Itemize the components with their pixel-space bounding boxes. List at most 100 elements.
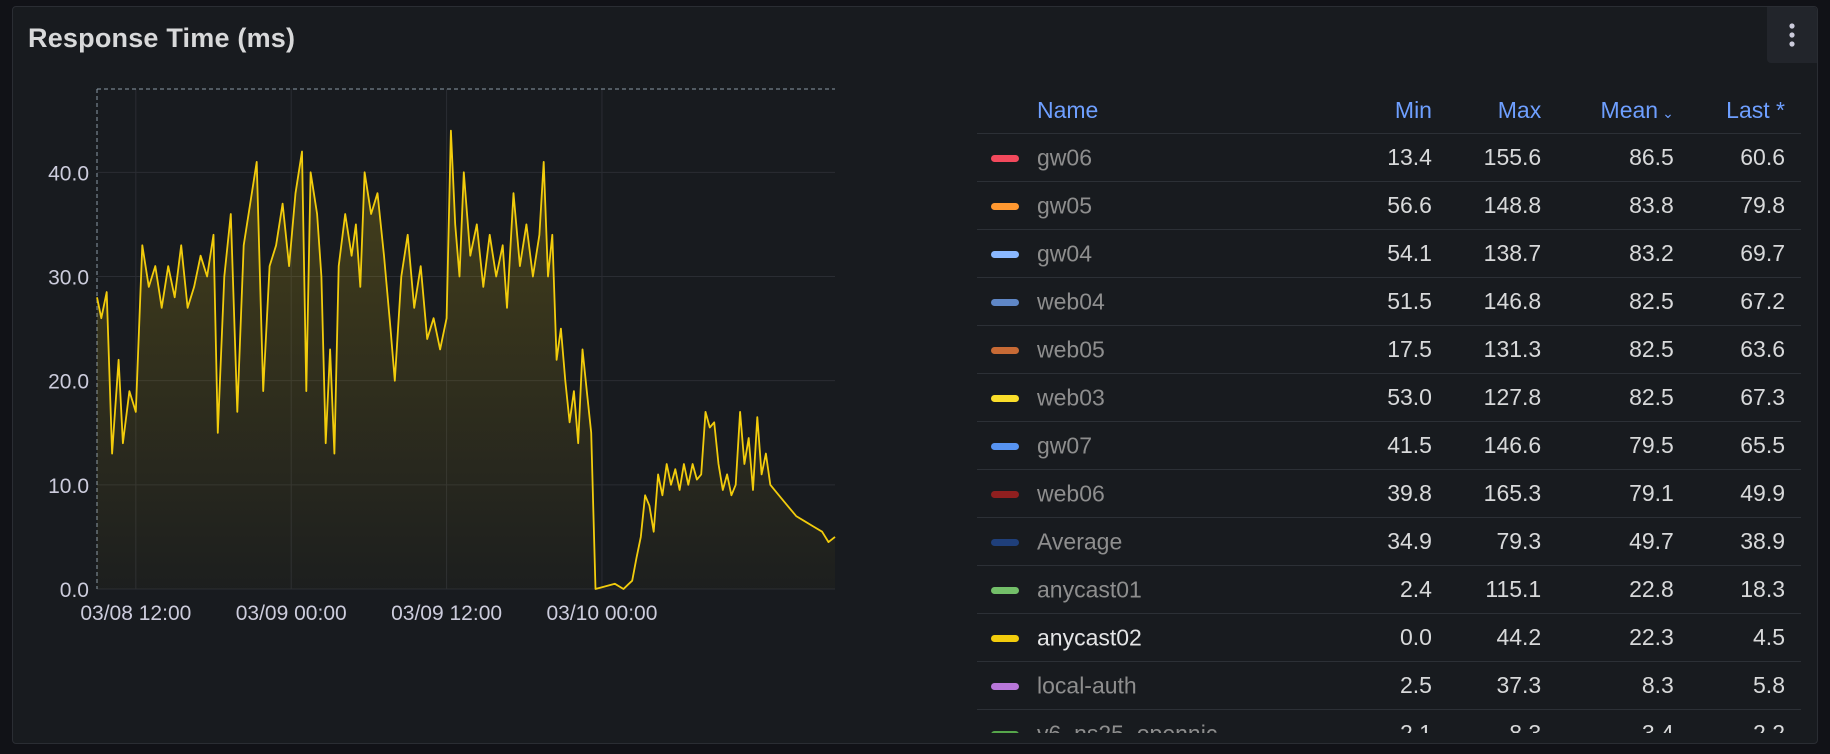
y-tick-label: 30.0 [48,267,89,290]
legend-row[interactable]: web04 51.5 146.8 82.5 67.2 [977,277,1801,326]
series-color-swatch[interactable] [991,394,1019,402]
series-color-swatch[interactable] [991,202,1019,210]
legend-last-value: 38.9 [1689,517,1801,566]
legend-row[interactable]: anycast01 2.4 115.1 22.8 18.3 [977,565,1801,614]
legend-header-max[interactable]: Max [1447,87,1558,134]
series-color-swatch[interactable] [991,586,1019,594]
legend-row[interactable]: gw04 54.1 138.7 83.2 69.7 [977,229,1801,278]
legend-series-name-cell[interactable]: gw06 [977,133,1358,182]
y-tick-label: 20.0 [48,371,89,394]
legend-mean-value: 3.4 [1557,709,1690,733]
legend-header-name[interactable]: Name [977,87,1358,134]
legend-mean-value: 82.5 [1557,373,1690,422]
legend-series-name[interactable]: local-auth [1037,672,1137,699]
legend-series-name[interactable]: web06 [1037,480,1105,507]
legend-header-mean[interactable]: Mean ⌄ [1557,87,1690,134]
series-color-swatch[interactable] [991,538,1019,546]
legend-series-name[interactable]: gw05 [1037,192,1092,219]
legend-row[interactable]: Average 34.9 79.3 49.7 38.9 [977,517,1801,566]
legend-min-value: 53.0 [1357,373,1448,422]
y-tick-label: 40.0 [48,162,89,185]
series-color-swatch[interactable] [991,490,1019,498]
legend-header-min[interactable]: Min [1357,87,1448,134]
legend-last-value: 2.2 [1689,709,1801,733]
legend-series-name[interactable]: anycast02 [1037,624,1142,651]
legend-max-value: 155.6 [1447,133,1558,182]
legend-row[interactable]: gw07 41.5 146.6 79.5 65.5 [977,421,1801,470]
legend-min-value: 2.5 [1357,661,1448,710]
legend-min-value: 2.1 [1357,709,1448,733]
legend-series-name[interactable]: web04 [1037,288,1105,315]
legend-max-value: 127.8 [1447,373,1558,422]
legend-mean-value: 22.8 [1557,565,1690,614]
legend-max-value: 148.8 [1447,181,1558,230]
legend-min-value: 13.4 [1357,133,1448,182]
legend-series-name-cell[interactable]: v6_ns25_opennic [977,709,1358,733]
legend-last-value: 63.6 [1689,325,1801,374]
legend-min-value: 56.6 [1357,181,1448,230]
legend-series-name[interactable]: Average [1037,528,1123,555]
y-tick-label: 10.0 [48,475,89,498]
legend-series-name-cell[interactable]: web06 [977,469,1358,518]
series-color-swatch[interactable] [991,250,1019,258]
legend-series-name-cell[interactable]: gw05 [977,181,1358,230]
series-color-swatch[interactable] [991,730,1019,733]
legend-row[interactable]: anycast02 0.0 44.2 22.3 4.5 [977,613,1801,662]
legend-series-name[interactable]: gw07 [1037,432,1092,459]
legend-row[interactable]: v6_ns25_opennic 2.18.33.42.2 [977,709,1801,733]
vertical-ellipsis-icon [1789,23,1795,47]
legend-series-name-cell[interactable]: Average [977,517,1358,566]
legend-series-name-cell[interactable]: gw07 [977,421,1358,470]
legend-row[interactable]: web05 17.5 131.3 82.5 63.6 [977,325,1801,374]
legend-mean-value: 79.5 [1557,421,1690,470]
legend-min-value: 54.1 [1357,229,1448,278]
dashboard-panel: Response Time (ms) 0.0 10.0 20.0 30.0 40.0 03… [12,6,1818,744]
legend-last-value: 49.9 [1689,469,1801,518]
legend-series-name[interactable]: anycast01 [1037,576,1142,603]
series-color-swatch[interactable] [991,682,1019,690]
legend-min-value: 2.4 [1357,565,1448,614]
legend-row[interactable]: web06 39.8 165.3 79.1 49.9 [977,469,1801,518]
legend-series-name[interactable]: gw04 [1037,240,1092,267]
legend-row[interactable]: web03 53.0 127.8 82.5 67.3 [977,373,1801,422]
panel-title: Response Time (ms) [28,23,296,53]
legend-header-mean-label: Mean [1600,96,1659,123]
legend-series-name-cell[interactable]: local-auth [977,661,1358,710]
response-time-chart: 0.0 10.0 20.0 30.0 40.0 03/08 12:00 03/09 00:0… [48,88,836,625]
legend-series-name-cell[interactable]: gw04 [977,229,1358,278]
series-color-swatch[interactable] [991,442,1019,450]
legend-series-name-cell[interactable]: anycast01 [977,565,1358,614]
legend-max-value: 79.3 [1447,517,1558,566]
legend-mean-value: 82.5 [1557,325,1690,374]
legend-series-name-cell[interactable]: web04 [977,277,1358,326]
legend-last-value: 65.5 [1689,421,1801,470]
legend-max-value: 165.3 [1447,469,1558,518]
series-color-swatch[interactable] [991,634,1019,642]
legend-last-value: 69.7 [1689,229,1801,278]
legend-header-row: Name Min Max Mean ⌄ Last * [977,87,1801,134]
legend-last-value: 67.2 [1689,277,1801,326]
y-tick-label: 0.0 [60,579,89,602]
legend-last-value: 4.5 [1689,613,1801,662]
series-color-swatch[interactable] [991,346,1019,354]
legend-mean-value: 83.2 [1557,229,1690,278]
legend-min-value: 17.5 [1357,325,1448,374]
legend-series-name[interactable]: web05 [1037,336,1105,363]
legend-header-last[interactable]: Last * [1689,87,1801,134]
legend-series-name[interactable]: web03 [1037,384,1105,411]
legend-series-name[interactable]: gw06 [1037,144,1092,171]
x-tick-label: 03/08 12:00 [80,602,191,625]
panel-menu-button[interactable] [1767,7,1817,63]
legend-row[interactable]: local-auth 2.5 37.3 8.3 5.8 [977,661,1801,710]
series-color-swatch[interactable] [991,298,1019,306]
legend-series-name-cell[interactable]: anycast02 [977,613,1358,662]
legend-row[interactable]: gw06 13.4 155.6 86.5 60.6 [977,133,1801,182]
legend-series-name-cell[interactable]: web03 [977,373,1358,422]
legend-last-value: 60.6 [1689,133,1801,182]
series-color-swatch[interactable] [991,154,1019,162]
legend-mean-value: 49.7 [1557,517,1690,566]
legend-row[interactable]: gw05 56.6 148.8 83.8 79.8 [977,181,1801,230]
legend-last-value: 18.3 [1689,565,1801,614]
legend-series-name[interactable]: v6_ns25_opennic [1037,721,1217,733]
legend-series-name-cell[interactable]: web05 [977,325,1358,374]
